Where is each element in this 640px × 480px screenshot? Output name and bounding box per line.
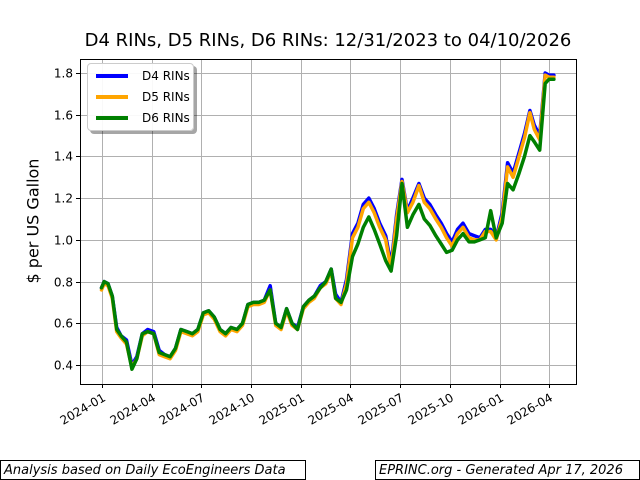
x-tick-label: 2024-04	[108, 390, 158, 427]
legend: D4 RINs D5 RINs D6 RINs	[87, 63, 194, 131]
y-tick-label: 1.4	[54, 150, 73, 164]
legend-item-d5: D5 RINs	[96, 87, 190, 107]
y-tick-label: 0.4	[54, 359, 73, 373]
x-tick-label: 2024-07	[157, 390, 207, 427]
legend-swatch-d5	[96, 95, 128, 99]
y-tick-label: 0.6	[54, 317, 73, 331]
x-tick-label: 2024-01	[58, 390, 108, 427]
legend-label-d5: D5 RINs	[142, 90, 190, 104]
legend-label-d6: D6 RINs	[142, 111, 190, 125]
y-tick-label: 1.8	[54, 67, 73, 81]
x-tick-label: 2025-07	[356, 390, 406, 427]
chart-title: D4 RINs, D5 RINs, D6 RINs: 12/31/2023 to…	[84, 30, 572, 51]
data-series	[99, 71, 556, 371]
footer-source-note: Analysis based on Daily EcoEngineers Dat…	[0, 460, 306, 480]
legend-swatch-d4	[96, 74, 128, 78]
legend-item-d4: D4 RINs	[96, 66, 190, 86]
y-axis-ticks: 0.4 0.6 0.8 1.0 1.2 1.4 1.6 1.8	[54, 67, 80, 373]
y-tick-label: 1.2	[54, 192, 73, 206]
x-tick-label: 2025-04	[306, 390, 356, 427]
legend-item-d6: D6 RINs	[96, 108, 190, 128]
y-tick-label: 1.0	[54, 234, 73, 248]
x-tick-label: 2026-04	[505, 390, 555, 427]
x-tick-label: 2024-10	[207, 390, 257, 427]
x-tick-label: 2025-01	[257, 390, 307, 427]
legend-label-d4: D4 RINs	[142, 69, 190, 83]
footer-generated-note: EPRINC.org - Generated Apr 17, 2026	[375, 460, 640, 480]
series-line-d6-rins	[99, 77, 556, 371]
x-tick-label: 2025-10	[406, 390, 456, 427]
plot-frame	[80, 59, 577, 385]
grid-lines	[80, 59, 576, 384]
legend-swatch-d6	[96, 116, 128, 120]
y-tick-label: 0.8	[54, 276, 73, 290]
x-tick-label: 2026-01	[456, 390, 506, 427]
y-tick-label: 1.6	[54, 109, 73, 123]
